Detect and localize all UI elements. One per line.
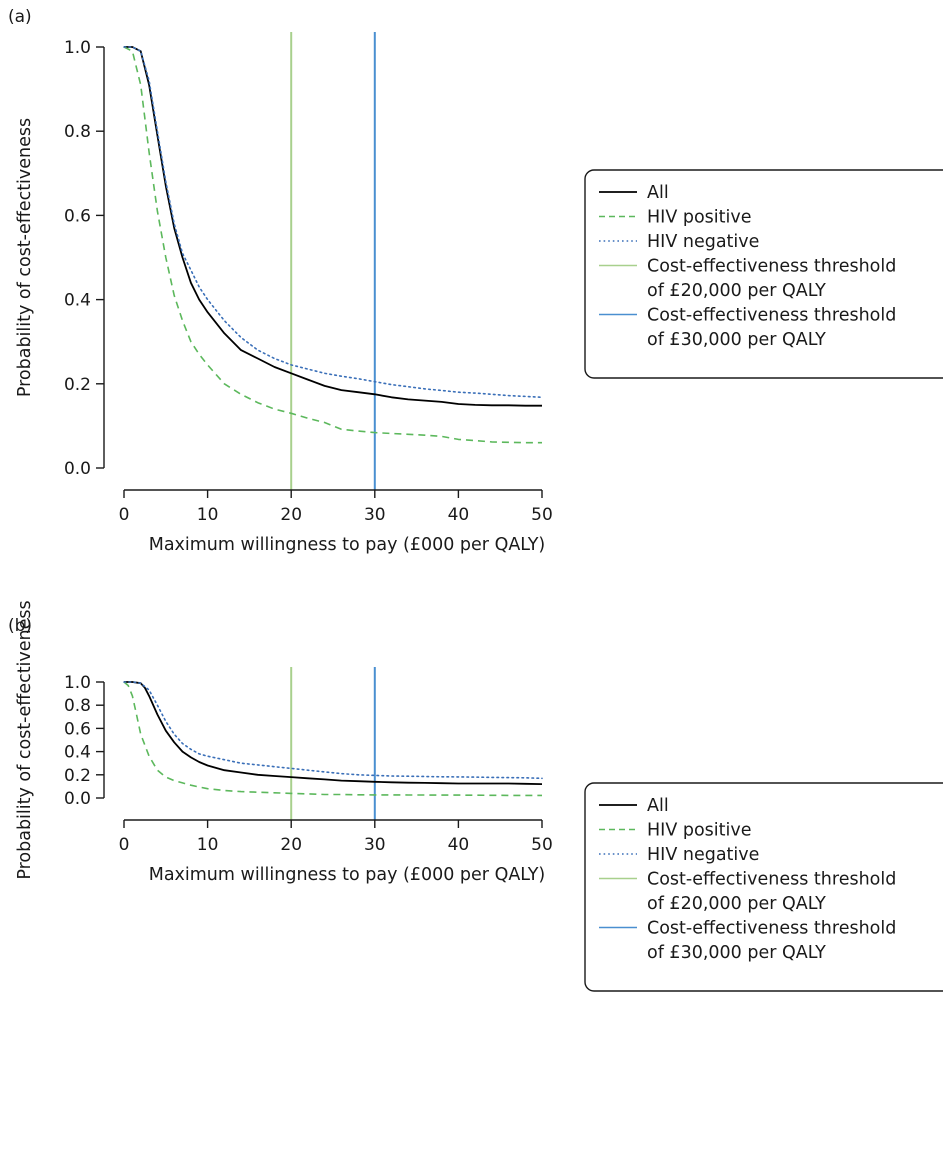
legend-label-hiv_negative: HIV negative — [647, 232, 759, 252]
y-tick-label: 0.4 — [64, 291, 91, 311]
y-tick-label: 0.8 — [64, 696, 91, 716]
legend: All HIV positive HIV negative Cost-effectiv… — [584, 169, 943, 379]
x-tick-label: 30 — [364, 835, 386, 855]
y-tick-label: 0.0 — [64, 459, 91, 479]
x-axis-label: Maximum willingness to pay (£000 per QAL… — [149, 865, 546, 885]
legend-label-threshold_20k-line2: of £20,000 per QALY — [647, 894, 826, 914]
x-tick-label: 20 — [280, 505, 302, 525]
y-axis-label: Probability of cost-effectiveness — [15, 600, 35, 879]
x-tick-label: 0 — [119, 835, 130, 855]
series-line-all — [124, 46, 542, 407]
panel-label: (b) — [8, 616, 32, 636]
panel-a: (a) 0 10 20 30 40 50 Maximum willingness to pay… — [8, 7, 943, 555]
x-axis-label: Maximum willingness to pay (£000 per QAL… — [149, 535, 546, 555]
legend-label-threshold_20k-line2: of £20,000 per QALY — [647, 281, 826, 301]
legend-box — [584, 169, 943, 379]
x-tick-label: 10 — [197, 835, 219, 855]
series-line-all — [124, 681, 543, 785]
y-tick-label: 0.6 — [64, 719, 91, 739]
x-tick-label: 0 — [119, 505, 130, 525]
y-axis-label: Probability of cost-effectiveness — [15, 118, 35, 397]
series-line-hiv_negative — [123, 46, 543, 399]
y-tick-label: 0.2 — [64, 766, 91, 786]
legend-label-all: All — [647, 796, 669, 816]
legend-label-threshold_20k: Cost-effectiveness threshold — [647, 870, 896, 890]
legend-label-threshold_30k: Cost-effectiveness threshold — [647, 919, 896, 939]
y-tick-label: 1.0 — [64, 673, 91, 693]
legend-label-threshold_30k-line2: of £30,000 per QALY — [647, 943, 826, 963]
legend-label-threshold_30k: Cost-effectiveness threshold — [647, 306, 896, 326]
y-tick-label: 0.0 — [64, 789, 91, 809]
y-tick-label: 1.0 — [64, 38, 91, 58]
legend-label-threshold_30k-line2: of £30,000 per QALY — [647, 330, 826, 350]
y-tick-label: 0.2 — [64, 375, 91, 395]
panel-label: (a) — [8, 7, 32, 27]
y-tick-label: 0.8 — [64, 122, 91, 142]
x-tick-label: 20 — [280, 835, 302, 855]
y-tick-label: 0.4 — [64, 743, 91, 763]
legend: All HIV positive HIV negative Cost-effectiv… — [584, 782, 943, 992]
legend-label-hiv_positive: HIV positive — [647, 821, 752, 841]
y-tick-label: 0.6 — [64, 206, 91, 226]
legend-label-threshold_20k: Cost-effectiveness threshold — [647, 257, 896, 277]
series-line-hiv_negative — [123, 681, 543, 780]
panel-b: (b) 0 10 20 30 40 50 Maximum willingness to pay… — [8, 600, 943, 992]
x-tick-label: 10 — [197, 505, 219, 525]
legend-box — [584, 782, 943, 992]
series-line-hiv_positive — [123, 46, 542, 444]
series-line-hiv_positive — [123, 681, 542, 797]
x-tick-label: 50 — [531, 835, 553, 855]
x-tick-label: 50 — [531, 505, 553, 525]
x-tick-label: 40 — [448, 505, 470, 525]
legend-label-all: All — [647, 183, 669, 203]
legend-label-hiv_positive: HIV positive — [647, 208, 752, 228]
x-tick-label: 30 — [364, 505, 386, 525]
legend-label-hiv_negative: HIV negative — [647, 845, 759, 865]
x-tick-label: 40 — [448, 835, 470, 855]
